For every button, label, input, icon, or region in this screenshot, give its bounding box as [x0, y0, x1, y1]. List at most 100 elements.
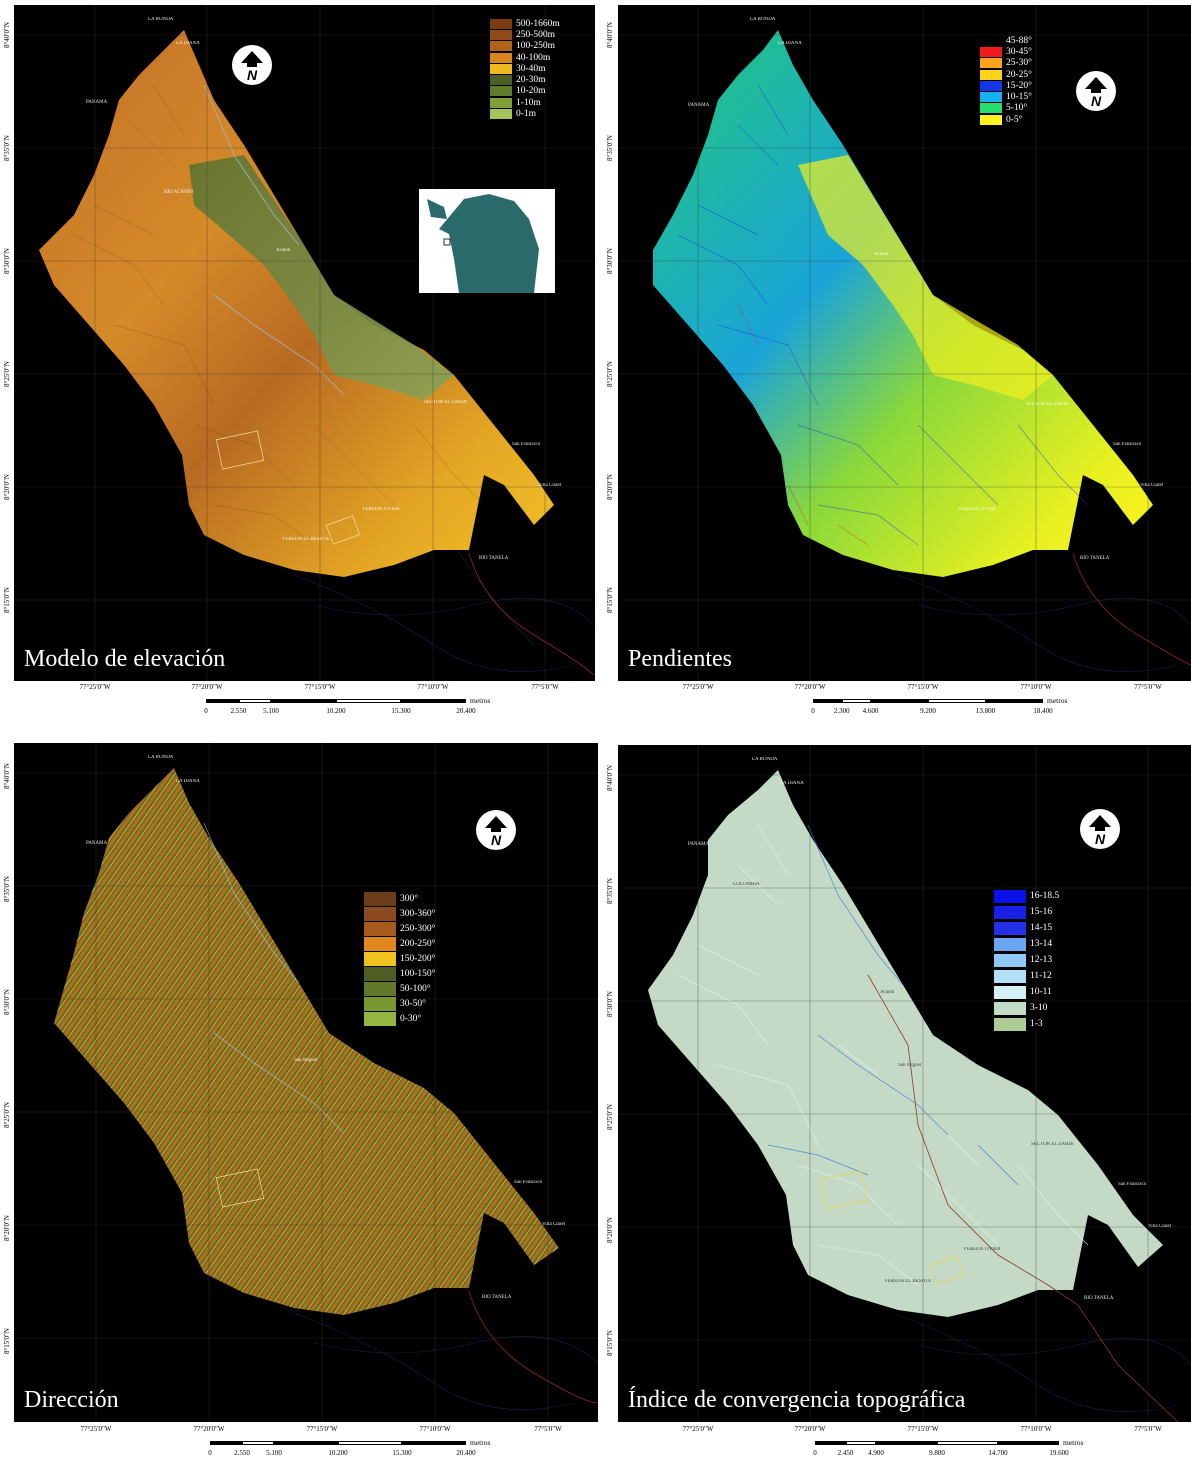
place-label: VEREDA TIVIER — [963, 1247, 1001, 1252]
scale-tick-label: 20.400 — [456, 707, 475, 715]
place-label: VEREDA TIVIER — [362, 507, 400, 512]
legend-item: 150-200° — [364, 951, 435, 966]
place-label: Villa Claret — [1140, 483, 1163, 488]
place-label: SECTOR EL ZARDI — [424, 400, 467, 405]
place-label: RÍO ACANDÍ — [164, 190, 193, 195]
latitude-label: 8°30'0"N — [3, 248, 11, 274]
scale-segment — [242, 1441, 274, 1445]
legend-item: 14-15 — [994, 920, 1059, 936]
legend-label: 15-20° — [1006, 81, 1032, 91]
longitude-label: 77°25'0"W — [80, 1425, 111, 1433]
latitude-label: 8°40'0"N — [3, 763, 11, 789]
legend-item: 3-10 — [994, 1000, 1059, 1016]
place-label: VEREDA EL BESOTE — [282, 537, 329, 542]
legend-label: 300° — [400, 894, 418, 904]
longitude-label: 77°25'0"W — [682, 1425, 713, 1433]
longitude-label: 77°15'0"W — [304, 683, 335, 691]
scale-tick-label: 9.200 — [920, 707, 936, 715]
scale-tick-label: 4.600 — [863, 707, 879, 715]
scale-tick-label: 14.700 — [988, 1449, 1007, 1457]
scale-tick-label: 0 — [208, 1449, 212, 1457]
latitude-label: 8°40'0"N — [3, 22, 11, 48]
legend-item: 100-250m — [490, 41, 560, 52]
scale-tick-label: 13.800 — [976, 707, 995, 715]
place-label: RÍO TANELA — [479, 556, 508, 561]
inset-map — [419, 189, 555, 293]
legend-label: 20-25° — [1006, 70, 1032, 80]
legend-item: 45-88° — [980, 35, 1032, 46]
legend-label: 3-10 — [1030, 1003, 1047, 1013]
scale-tick-label: 15.300 — [391, 707, 410, 715]
legend-swatch — [490, 98, 512, 108]
place-label: LA RONDA — [148, 755, 173, 760]
longitude-label: 77°10'0"W — [1020, 1425, 1051, 1433]
slopes-map-panel: LA RONDA LA DIANA PANAMÁ Acandí SECTOR E… — [618, 5, 1191, 681]
place-label: San Francisco — [512, 442, 540, 447]
scale-segment — [401, 699, 466, 703]
place-label: RÍO TANELA — [1084, 1296, 1113, 1301]
scale-tick-label: 10.200 — [328, 1449, 347, 1457]
latitude-label: 8°25'0"N — [3, 1102, 11, 1128]
legend-label: 5-10° — [1006, 103, 1027, 113]
legend-label: 11-12 — [1030, 971, 1052, 981]
scale-segment — [239, 699, 272, 703]
legend-item: 250-500m — [490, 29, 560, 40]
latitude-label: 8°35'0"N — [606, 878, 614, 904]
legend-item: 40-100m — [490, 52, 560, 63]
legend-item: 1-10m — [490, 97, 560, 108]
legend-item: 200-250° — [364, 936, 435, 951]
legend-item: 1-3 — [994, 1016, 1059, 1032]
scale-tick-label: 10.200 — [326, 707, 345, 715]
scale-unit-label: metros — [470, 1438, 490, 1447]
place-label: VEREDA EL BESOTE — [884, 1279, 931, 1284]
place-label: LA DIANA — [176, 779, 200, 784]
place-label: Villa Claret — [542, 1222, 565, 1227]
place-label: PANAMÁ — [688, 842, 709, 847]
legend-swatch — [364, 967, 396, 981]
north-arrow-icon: N — [232, 45, 272, 85]
elevation-legend: 500-1660m 250-500m 100-250m 40-100m 30-40m 20… — [490, 18, 560, 120]
latitude-label: 8°30'0"N — [3, 989, 11, 1015]
panel-title: Índice de convergencia topográfica — [628, 1387, 965, 1414]
legend-item: 0-5° — [980, 114, 1032, 125]
latitude-label: 8°15'0"N — [3, 1328, 11, 1354]
legend-label: 100-250m — [516, 41, 555, 51]
legend-swatch — [364, 952, 396, 966]
scale-segment — [402, 1441, 466, 1445]
legend-swatch — [980, 92, 1002, 102]
legend-swatch — [994, 1002, 1026, 1015]
legend-swatch — [364, 1012, 396, 1026]
legend-swatch — [980, 70, 1002, 80]
legend-label: 20-30m — [516, 75, 546, 85]
scale-bar: 0 2.450 4.900 9.800 14.700 19.600 metros — [815, 1441, 1059, 1463]
legend-swatch — [364, 892, 396, 906]
legend-label: 300-360° — [400, 909, 435, 919]
north-letter: N — [1091, 93, 1102, 109]
legend-swatch — [980, 36, 1002, 46]
legend-swatch — [364, 997, 396, 1011]
place-label: San Francisco — [1113, 442, 1141, 447]
legend-swatch — [994, 986, 1026, 999]
legend-label: 500-1660m — [516, 19, 560, 29]
legend-label: 30-50° — [400, 999, 426, 1009]
legend-item: 10-15° — [980, 91, 1032, 102]
place-label: LA RONDA — [752, 757, 777, 762]
latitude-label: 8°30'0"N — [606, 248, 614, 274]
legend-item: 300-360° — [364, 906, 435, 921]
scale-tick-label: 0 — [204, 707, 208, 715]
place-label: Acandí — [880, 990, 894, 995]
longitude-labels: 77°25'0"W 77°20'0"W 77°15'0"W 77°10'0"W … — [14, 683, 595, 693]
legend-item: 20-25° — [980, 69, 1032, 80]
scale-segment — [815, 1441, 846, 1445]
legend-label: 50-100° — [400, 984, 431, 994]
place-label: SECTOR EL ZARDI — [1031, 1142, 1074, 1147]
place-label: RÍO TANELA — [482, 1295, 511, 1300]
place-label: Acandí — [276, 248, 290, 253]
legend-swatch — [490, 109, 512, 119]
legend-label: 40-100m — [516, 53, 550, 63]
legend-label: 45-88° — [1006, 36, 1032, 46]
latitude-label: 8°40'0"N — [606, 765, 614, 791]
legend-label: 0-5° — [1006, 115, 1022, 125]
latitude-label: 8°15'0"N — [606, 587, 614, 613]
longitude-label: 77°25'0"W — [682, 683, 713, 691]
